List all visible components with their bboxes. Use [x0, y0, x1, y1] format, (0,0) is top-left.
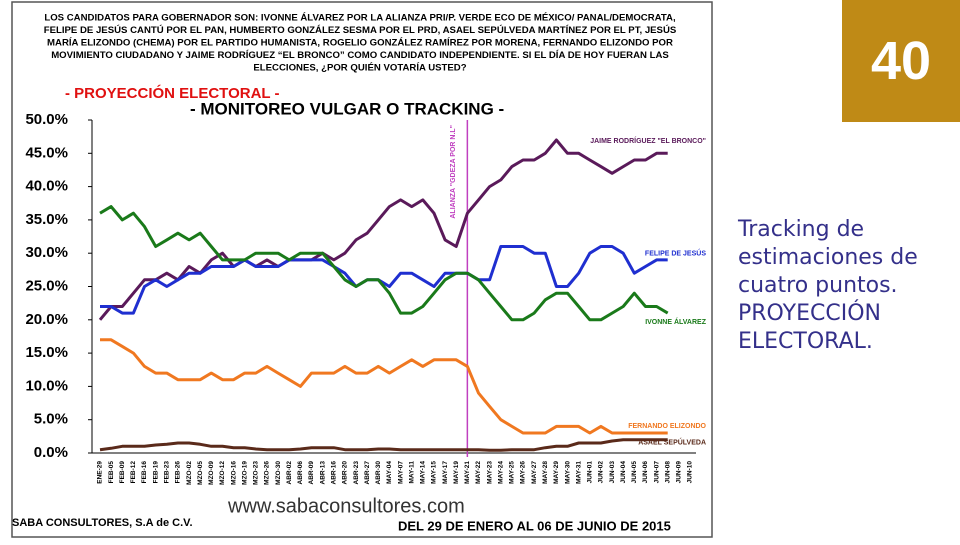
x-tick-label: ABR-02: [286, 461, 293, 485]
x-tick-label: FEB-09: [119, 461, 126, 484]
chart-frame: [11, 1, 713, 538]
series-line: [100, 338, 668, 435]
x-tick-label: ABR-27: [364, 461, 371, 485]
y-tick-label: 10.0%: [25, 377, 68, 394]
x-tick-label: MZO-23: [253, 461, 260, 485]
x-tick-label: MAY-31: [575, 461, 582, 484]
x-tick-label: ABR-06: [297, 461, 304, 485]
y-tick-label: 5.0%: [34, 411, 68, 428]
header-line: FELIPE DE JESÚS CANTÚ POR EL PAN, HUMBER…: [44, 24, 677, 36]
y-tick-label: 45.0%: [25, 144, 68, 161]
series-label: ASAEL SEPÚLVEDA: [638, 438, 706, 447]
header-line: ELECCIONES, ¿POR QUIÉN VOTARÍA USTED?: [253, 62, 466, 74]
x-tick-label: MZO-12: [219, 461, 226, 485]
x-tick-label: ABR-30: [375, 461, 382, 485]
x-tick-label: ABR-09: [308, 461, 315, 485]
x-tick-label: FEB-26: [175, 461, 182, 484]
y-tick-label: 0.0%: [34, 444, 68, 461]
series-line: [98, 138, 668, 321]
annotation: ALIANZA "GDEZA POR N.L": [450, 125, 457, 219]
chart-subtitle: - MONITOREO VULGAR O TRACKING -: [190, 99, 504, 118]
x-tick-label: FEB-05: [108, 461, 115, 484]
chart: - PROYECCIÓN ELECTORAL - - MONITOREO VUL…: [11, 1, 713, 538]
x-tick-label: JUN-04: [620, 461, 627, 484]
url: www.sabaconsultores.com: [227, 495, 465, 517]
x-tick-label: MAY-30: [564, 461, 571, 484]
x-tick-label: MAY-04: [386, 461, 393, 484]
x-tick-label: ABR-16: [330, 461, 337, 485]
x-tick-label: MZO-02: [186, 461, 193, 485]
x-tick-label: ABR-20: [342, 461, 349, 485]
slide-number: 40: [842, 0, 960, 122]
side-text-line: Tracking de: [738, 217, 865, 242]
x-tick-label: MAY-29: [553, 461, 560, 484]
x-tick-label: FEB-19: [152, 461, 159, 484]
y-tick-label: 40.0%: [25, 178, 68, 195]
x-tick-label: MZO-30: [275, 461, 282, 485]
side-text-line: ELECTORAL.: [738, 329, 873, 354]
x-tick-label: ABR-23: [353, 461, 360, 485]
x-tick-label: FEB-16: [141, 461, 148, 484]
x-tick-label: FEB-12: [130, 461, 137, 484]
y-tick-label: 50.0%: [25, 111, 68, 128]
header-line: LOS CANDIDATOS PARA GOBERNADOR SON: IVON…: [44, 12, 676, 24]
x-tick-label: JUN-05: [631, 461, 638, 484]
x-tick-label: MZO-05: [197, 461, 204, 485]
x-tick-label: JUN-03: [609, 461, 616, 484]
x-tick-label: MAY-24: [497, 461, 504, 484]
header-line: MOVIMIENTO CIUDADANO Y JAIME RODRÍGUEZ “…: [51, 49, 669, 61]
x-tick-label: JUN-07: [653, 461, 660, 484]
y-tick-label: 20.0%: [25, 311, 68, 328]
x-tick-label: JUN-01: [587, 461, 594, 484]
y-tick-label: 15.0%: [25, 344, 68, 361]
side-text-line: PROYECCIÓN: [738, 301, 881, 326]
x-tick-label: ENE-29: [97, 461, 104, 484]
x-tick-label: MAY-26: [520, 461, 527, 484]
footer-right: DEL 29 DE ENERO AL 06 DE JUNIO DE 2015: [398, 518, 671, 533]
x-tick-label: FEB-23: [164, 461, 171, 484]
header-line: MARÍA ELIZONDO (CHEMA) POR EL PARTIDO HU…: [47, 37, 673, 49]
x-tick-label: JUN-09: [676, 461, 683, 484]
series-line: [99, 438, 668, 452]
x-tick-label: MZO-16: [230, 461, 237, 485]
x-tick-label: MAY-27: [531, 461, 538, 484]
chart-title: - PROYECCIÓN ELECTORAL -: [65, 84, 279, 102]
y-tick-label: 35.0%: [25, 211, 68, 228]
x-tick-label: MAY-15: [431, 461, 438, 484]
x-tick-label: MAY-21: [464, 461, 471, 484]
x-tick-label: MAY-17: [442, 461, 449, 484]
series-label: IVONNE ÁLVAREZ: [645, 317, 707, 326]
side-text: Tracking de estimaciones de cuatro puntos.…: [738, 216, 958, 356]
y-tick-label: 30.0%: [25, 244, 68, 261]
x-tick-label: MZO-26: [264, 461, 271, 485]
x-tick-label: MAY-19: [453, 461, 460, 484]
x-tick-label: JUN-10: [687, 461, 694, 484]
x-tick-label: MAY-14: [420, 461, 427, 484]
x-tick-label: ABR-13: [319, 461, 326, 485]
x-tick-label: MAY-11: [408, 461, 415, 484]
x-tick-label: MAY-25: [509, 461, 516, 484]
series-label: FERNANDO ELIZONDO: [628, 423, 706, 430]
series-label: FELIPE DE JESÚS: [645, 249, 706, 258]
x-tick-label: MAY-28: [542, 461, 549, 484]
side-text-line: estimaciones de: [738, 245, 918, 270]
x-tick-label: MAY-23: [486, 461, 493, 484]
x-tick-label: MZO-09: [208, 461, 215, 485]
x-tick-label: JUN-08: [664, 461, 671, 484]
series-line: [99, 205, 669, 322]
x-tick-label: JUN-02: [598, 461, 605, 484]
x-tick-label: MAY-07: [397, 461, 404, 484]
x-tick-label: MAY-22: [475, 461, 482, 484]
side-text-line: cuatro puntos.: [738, 273, 898, 298]
y-tick-label: 25.0%: [25, 277, 68, 294]
footer-left: SABA CONSULTORES, S.A de C.V.: [12, 517, 193, 529]
x-tick-label: MZO-19: [241, 461, 248, 485]
series-label: JAIME RODRÍGUEZ "EL BRONCO": [590, 136, 706, 145]
series-line: [100, 245, 668, 315]
x-tick-label: JUN-06: [642, 461, 649, 484]
